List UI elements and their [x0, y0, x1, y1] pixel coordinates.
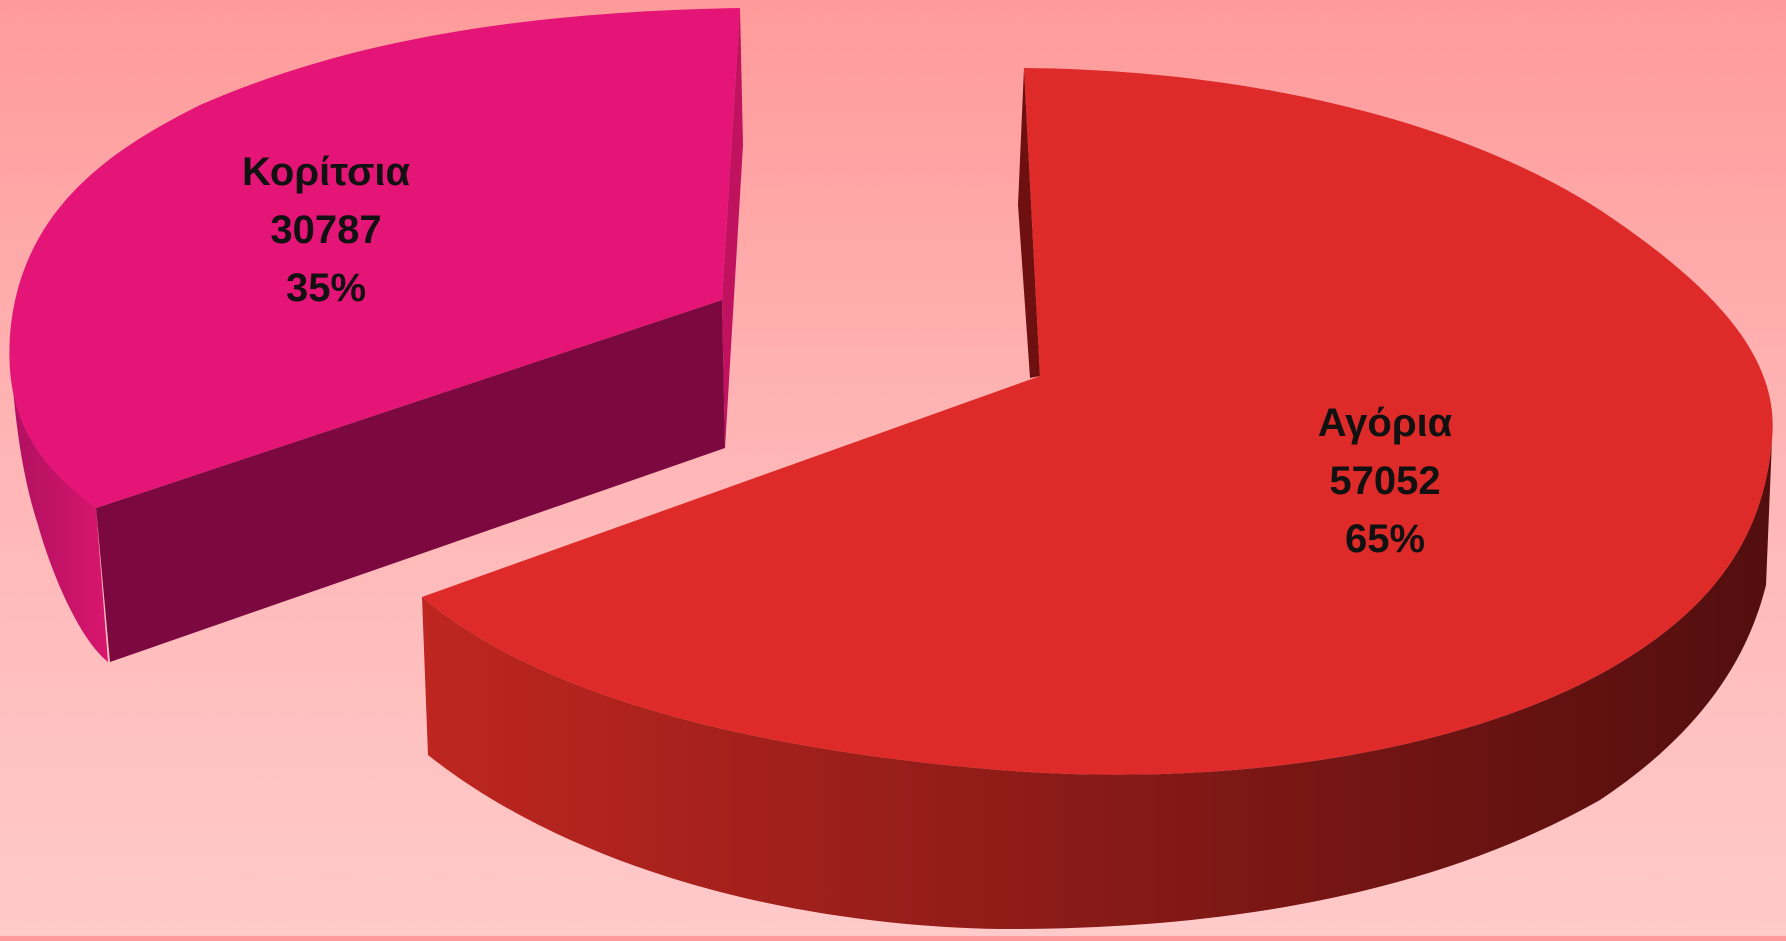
- slice-percent-girls: 35%: [285, 266, 367, 310]
- slice-boys: [422, 68, 1773, 930]
- slice-girls: [9, 8, 743, 662]
- slice-label-boys: Αγόρια 57052 65%: [1318, 394, 1453, 568]
- slice-name-girls: Κορίτσια: [241, 150, 411, 194]
- slice-boys-top: [422, 68, 1773, 775]
- slice-percent-boys: 65%: [1344, 517, 1426, 561]
- slice-name-boys: Αγόρια: [1317, 401, 1453, 445]
- slice-boys-side: [422, 440, 1772, 930]
- slice-girls-wall: [96, 300, 725, 662]
- slice-value-boys: 57052: [1329, 459, 1441, 503]
- slice-girls-edge: [722, 8, 743, 448]
- slice-value-girls: 30787: [270, 208, 382, 252]
- slice-boys-wall: [1018, 68, 1040, 378]
- slice-girls-top: [9, 8, 740, 508]
- slice-label-girls: Κορίτσια 30787 35%: [242, 143, 410, 317]
